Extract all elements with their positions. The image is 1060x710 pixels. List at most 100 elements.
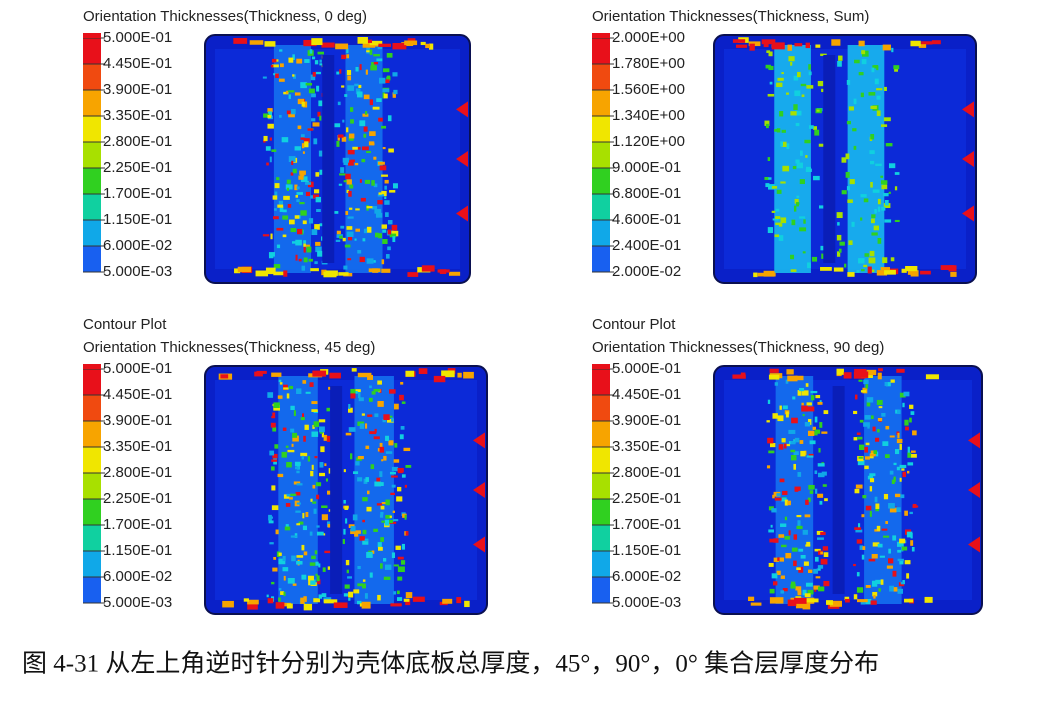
contour-speck <box>318 150 326 157</box>
contour-speck <box>268 520 274 524</box>
contour-edge <box>732 374 746 379</box>
contour-speck <box>282 209 287 213</box>
contour-edge <box>836 368 844 375</box>
contour-speck <box>822 546 829 551</box>
contour-edge <box>420 41 426 46</box>
contour-speck <box>818 143 824 147</box>
contour-speck <box>350 453 353 460</box>
contour-speck <box>316 525 320 528</box>
legend-cap <box>83 364 101 369</box>
contour-edge <box>265 267 276 275</box>
contour-speck <box>807 430 815 436</box>
contour-speck <box>378 546 383 551</box>
contour-speck <box>780 181 786 184</box>
contour-speck <box>309 531 313 536</box>
contour-speck <box>342 157 349 163</box>
legend-cap <box>592 33 610 38</box>
contour-speck <box>870 181 873 188</box>
contour-speck <box>288 94 291 99</box>
contour-speck <box>345 211 349 215</box>
legend-label: 1.150E-01 <box>103 542 172 559</box>
contour-speck <box>382 239 388 244</box>
contour-speck <box>346 179 352 185</box>
contour-speck <box>292 432 298 438</box>
contour-speck <box>816 109 820 112</box>
contour-speck <box>910 540 914 546</box>
contour-speck <box>874 209 877 214</box>
contour-speck <box>294 146 301 151</box>
contour-speck <box>295 239 302 246</box>
contour-speck <box>905 426 909 431</box>
contour-speck <box>869 478 875 483</box>
contour-speck <box>362 497 368 502</box>
contour-speck <box>314 456 318 459</box>
contour-speck <box>815 488 818 494</box>
contour-speck <box>399 434 404 440</box>
contour-speck <box>889 435 895 438</box>
contour-speck <box>846 186 850 191</box>
contour-speck <box>317 250 323 257</box>
panel-subtitle: Orientation Thicknesses(Thickness, 45 de… <box>83 339 375 356</box>
contour-edge <box>249 40 264 45</box>
contour-speck <box>295 466 299 470</box>
contour-speck <box>280 591 285 595</box>
contour-speck <box>387 246 391 251</box>
contour-speck <box>306 246 312 253</box>
legend-label: 5.000E-03 <box>103 594 172 611</box>
legend-label: 4.450E-01 <box>103 55 172 72</box>
contour-speck <box>817 493 824 498</box>
contour-speck <box>271 149 277 152</box>
contour-speck <box>389 471 396 475</box>
contour-speck <box>782 165 790 172</box>
contour-speck <box>267 111 273 117</box>
contour-speck <box>355 208 360 211</box>
contour-speck <box>311 401 318 405</box>
contour-speck <box>776 189 782 194</box>
contour-speck <box>767 437 774 444</box>
contour-speck <box>310 579 316 585</box>
contour-speck <box>382 229 387 233</box>
contour-speck <box>783 443 791 447</box>
contour-speck <box>883 203 891 209</box>
contour-speck <box>283 195 290 200</box>
contour-speck <box>807 589 814 595</box>
contour-speck <box>791 547 798 552</box>
legend-band <box>592 116 610 142</box>
contour-speck <box>772 413 778 419</box>
contour-speck <box>906 573 910 579</box>
contour-speck <box>877 417 883 422</box>
legend-label: 3.350E-01 <box>612 438 681 455</box>
contour-speck <box>854 59 860 64</box>
contour-speck <box>355 461 360 466</box>
contour-speck <box>816 537 824 540</box>
contour-notch <box>962 151 974 167</box>
contour-speck <box>386 75 391 81</box>
contour-speck <box>358 397 364 402</box>
contour-speck <box>780 141 783 147</box>
contour-speck <box>385 514 392 519</box>
contour-speck <box>347 407 353 413</box>
contour-speck <box>863 264 868 268</box>
contour-speck <box>278 552 282 556</box>
contour-speck <box>376 212 383 218</box>
contour-speck <box>342 237 346 242</box>
contour-speck <box>813 568 819 574</box>
contour-speck <box>400 381 404 385</box>
contour-speck <box>353 391 358 394</box>
legend-band <box>592 421 610 447</box>
contour-speck <box>796 567 801 571</box>
contour-speck <box>888 548 891 554</box>
contour-speck <box>805 383 809 387</box>
contour-edge <box>323 271 337 278</box>
contour-speck <box>785 411 789 418</box>
contour-speck <box>877 198 881 205</box>
contour-speck <box>271 58 277 63</box>
contour-speck <box>346 569 349 574</box>
contour-speck <box>381 259 385 265</box>
contour-speck <box>858 379 863 382</box>
contour-speck <box>890 379 895 383</box>
contour-speck <box>801 405 808 412</box>
contour-speck <box>341 54 347 60</box>
contour-speck <box>364 179 371 184</box>
